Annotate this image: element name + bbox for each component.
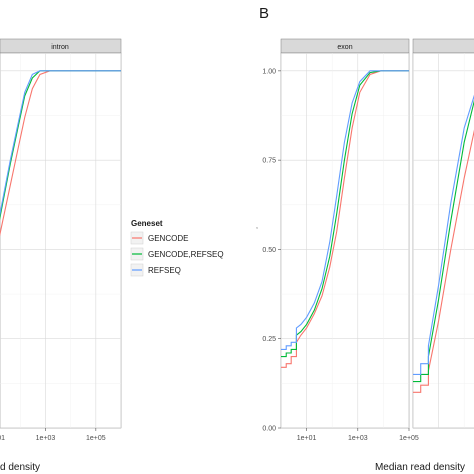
exon-panel: exon 0.000.250.500.751.00 1e+01 1e+03 1e+0… bbox=[262, 38, 419, 442]
y-tick-label: 0.25 bbox=[262, 336, 276, 343]
x-axis-title: Median read density bbox=[375, 462, 465, 473]
series-line-refseq bbox=[413, 94, 474, 375]
series-line-gencode-refseq bbox=[413, 99, 474, 383]
exon-y-ticks: 0.00 0.25 0.50 0.75 1.00 bbox=[262, 68, 281, 433]
x-tick-label: 1e+01 bbox=[0, 435, 5, 442]
legend-label: GENCODE,REFSEQ bbox=[148, 250, 224, 259]
right-partial-gridlines bbox=[413, 53, 474, 428]
intron-strip-label: intron bbox=[51, 44, 69, 51]
legend: Geneset GENCODE GENCODE,REFSEQ REFSEQ bbox=[130, 219, 224, 277]
x-tick-label: 1e+05 bbox=[399, 435, 419, 442]
series-line-refseq bbox=[0, 70, 121, 217]
series-line-gencode-refseq bbox=[0, 70, 121, 221]
y-axis-title-mark: , bbox=[256, 223, 258, 230]
right-partial-plot-area bbox=[412, 52, 474, 429]
right-partial-series-lines bbox=[413, 94, 474, 393]
x-tick-label: 1e+03 bbox=[36, 435, 56, 442]
series-line-refseq bbox=[281, 70, 409, 350]
x-tick-label: 1e+05 bbox=[86, 435, 106, 442]
exon-strip-label: exon bbox=[337, 44, 352, 51]
right-partial-strip bbox=[412, 38, 474, 54]
legend-label: GENCODE bbox=[148, 234, 188, 243]
left-x-axis-title-fragment: d density bbox=[0, 462, 40, 473]
series-line-gencode-refseq bbox=[281, 70, 409, 358]
intron-x-ticks: 1e+01 1e+03 1e+05 bbox=[0, 428, 106, 442]
intron-panel: intron 1e+01 1e+03 1e+05 bbox=[0, 38, 122, 442]
legend-entries: GENCODE GENCODE,REFSEQ REFSEQ bbox=[130, 231, 224, 277]
intron-gridlines bbox=[0, 53, 121, 428]
legend-title: Geneset bbox=[131, 219, 163, 228]
y-tick-label: 0.75 bbox=[262, 158, 276, 165]
legend-label: REFSEQ bbox=[148, 266, 181, 275]
series-line-gencode bbox=[413, 129, 474, 393]
exon-plot-area bbox=[280, 52, 410, 429]
exon-gridlines bbox=[281, 53, 409, 428]
y-tick-label: 0.50 bbox=[262, 247, 276, 254]
y-tick-label: 0.00 bbox=[262, 426, 276, 433]
exon-series-lines bbox=[281, 70, 409, 368]
intron-series-lines bbox=[0, 70, 121, 237]
panel-label-b: B bbox=[259, 5, 269, 22]
right-partial-panel bbox=[412, 38, 474, 429]
series-line-gencode bbox=[281, 70, 409, 368]
series-line-gencode bbox=[0, 70, 121, 237]
y-tick-label: 1.00 bbox=[262, 68, 276, 75]
x-tick-label: 1e+01 bbox=[297, 435, 317, 442]
x-tick-label: 1e+03 bbox=[348, 435, 368, 442]
intron-plot-area bbox=[0, 52, 122, 429]
exon-x-ticks: 1e+01 1e+03 1e+05 bbox=[297, 428, 419, 442]
